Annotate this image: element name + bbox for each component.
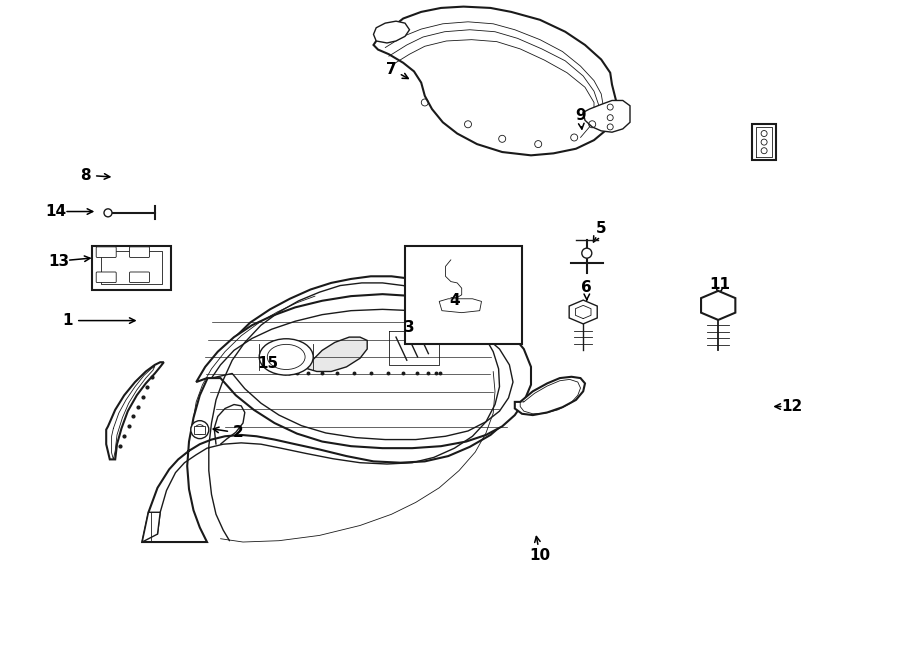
Text: 6: 6 xyxy=(581,280,592,295)
Polygon shape xyxy=(515,377,585,415)
Circle shape xyxy=(191,420,209,439)
Polygon shape xyxy=(142,276,524,542)
Polygon shape xyxy=(569,300,598,324)
Polygon shape xyxy=(142,512,160,542)
FancyBboxPatch shape xyxy=(194,426,205,434)
Text: 7: 7 xyxy=(386,62,397,77)
Polygon shape xyxy=(701,291,735,320)
Text: 11: 11 xyxy=(709,277,731,292)
FancyBboxPatch shape xyxy=(96,247,116,258)
Polygon shape xyxy=(306,337,367,371)
Text: 3: 3 xyxy=(404,320,415,334)
Circle shape xyxy=(194,424,205,435)
Polygon shape xyxy=(374,21,410,43)
Polygon shape xyxy=(439,299,482,313)
Text: 4: 4 xyxy=(449,293,460,308)
Text: 1: 1 xyxy=(62,313,73,328)
FancyBboxPatch shape xyxy=(96,272,116,283)
Text: 14: 14 xyxy=(45,204,67,219)
Ellipse shape xyxy=(267,344,305,369)
Polygon shape xyxy=(196,294,531,448)
Text: 2: 2 xyxy=(233,426,244,440)
Polygon shape xyxy=(374,7,616,155)
Circle shape xyxy=(104,209,112,217)
Polygon shape xyxy=(752,124,776,160)
Polygon shape xyxy=(92,246,171,290)
Polygon shape xyxy=(106,362,164,459)
Text: 5: 5 xyxy=(596,221,607,235)
Text: 10: 10 xyxy=(529,548,551,563)
Ellipse shape xyxy=(259,338,313,375)
Circle shape xyxy=(581,248,592,258)
Text: 12: 12 xyxy=(781,399,803,414)
Text: 8: 8 xyxy=(80,168,91,182)
Text: 15: 15 xyxy=(257,356,279,371)
FancyBboxPatch shape xyxy=(130,272,149,283)
FancyBboxPatch shape xyxy=(130,247,149,258)
FancyBboxPatch shape xyxy=(405,246,522,344)
Text: 9: 9 xyxy=(575,108,586,123)
Polygon shape xyxy=(583,100,630,132)
Text: 13: 13 xyxy=(48,254,69,268)
